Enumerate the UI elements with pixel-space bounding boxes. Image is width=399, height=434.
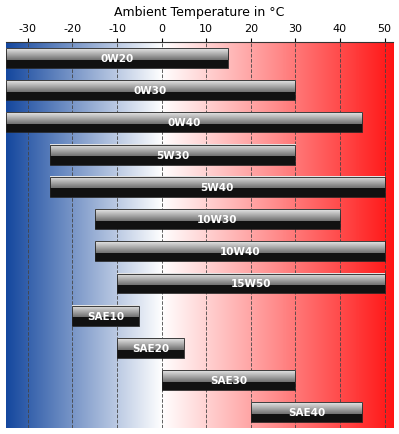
- Bar: [251, 414, 362, 422]
- Bar: [117, 338, 184, 358]
- Bar: [95, 253, 385, 262]
- Text: 10W40: 10W40: [219, 247, 260, 256]
- Bar: [162, 382, 295, 390]
- Bar: [6, 81, 295, 101]
- Bar: [73, 306, 139, 326]
- Bar: [6, 113, 362, 133]
- Bar: [117, 350, 184, 358]
- Bar: [95, 210, 340, 230]
- Bar: [251, 402, 362, 422]
- Bar: [6, 125, 362, 133]
- Bar: [117, 274, 385, 294]
- Text: 0W40: 0W40: [167, 118, 201, 128]
- Bar: [95, 221, 340, 230]
- Bar: [50, 145, 295, 165]
- Bar: [50, 178, 385, 197]
- Bar: [6, 60, 229, 69]
- Bar: [162, 370, 295, 390]
- Bar: [117, 286, 385, 294]
- Title: Ambient Temperature in °C: Ambient Temperature in °C: [114, 6, 285, 19]
- Text: SAE10: SAE10: [87, 311, 124, 321]
- Bar: [73, 318, 139, 326]
- Text: SAE40: SAE40: [288, 408, 325, 418]
- Bar: [95, 242, 385, 262]
- Text: 5W40: 5W40: [201, 182, 234, 192]
- Text: 10W30: 10W30: [197, 214, 237, 224]
- Bar: [6, 49, 229, 69]
- Text: 0W20: 0W20: [101, 54, 134, 64]
- Text: 5W30: 5W30: [156, 150, 190, 160]
- Text: SAE30: SAE30: [210, 375, 247, 385]
- Bar: [50, 189, 385, 197]
- Text: SAE20: SAE20: [132, 343, 169, 353]
- Bar: [50, 157, 295, 165]
- Bar: [6, 92, 295, 101]
- Text: 0W30: 0W30: [134, 86, 167, 96]
- Text: 15W50: 15W50: [231, 279, 271, 289]
